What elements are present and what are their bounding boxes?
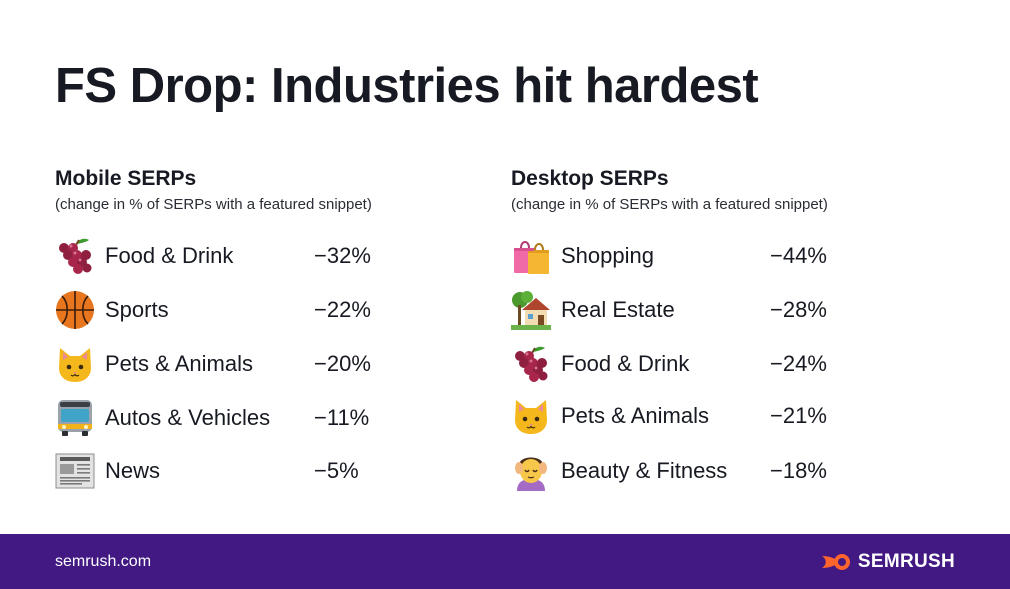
face-massage-icon xyxy=(511,451,551,491)
industry-label: Food & Drink xyxy=(105,243,234,268)
industry-label: Real Estate xyxy=(561,297,675,322)
industry-label: Shopping xyxy=(561,243,654,268)
cat-face-icon xyxy=(55,344,95,384)
industry-change-value: −32% xyxy=(314,243,371,268)
industry-label: Food & Drink xyxy=(561,351,690,376)
industry-change-value: −22% xyxy=(314,297,371,322)
industry-change-value: −21% xyxy=(770,403,827,428)
list-item: Pets & Animals −21% xyxy=(511,396,931,436)
industry-label: Autos & Vehicles xyxy=(105,405,271,430)
grapes-icon xyxy=(55,236,95,276)
house-with-garden-icon xyxy=(511,290,551,330)
industry-label: News xyxy=(105,458,161,483)
list-item: Pets & Animals −20% xyxy=(55,344,475,384)
cat-face-icon xyxy=(511,396,551,436)
desktop-serps-panel: Desktop SERPs (change in % of SERPs with… xyxy=(511,164,931,491)
industry-change-value: −28% xyxy=(770,297,827,322)
list-item: Food & Drink −24% xyxy=(511,344,931,384)
industry-change-value: −5% xyxy=(314,458,359,483)
list-item: Beauty & Fitness −18% xyxy=(511,451,931,491)
industry-change-value: −44% xyxy=(770,243,827,268)
list-item: Autos & Vehicles −11% xyxy=(55,398,475,438)
shopping-bags-icon xyxy=(511,236,551,276)
semrush-flame-icon xyxy=(821,554,850,570)
semrush-logo: SEMRUSH xyxy=(820,549,955,575)
industry-label: Pets & Animals xyxy=(561,403,709,428)
page-title: FS Drop: Industries hit hardest xyxy=(55,59,759,113)
footer-bar: semrush.com SEMRUSH xyxy=(0,534,1010,589)
semrush-wordmark: SEMRUSH xyxy=(857,551,955,572)
bus-icon xyxy=(55,398,95,438)
list-item: Shopping −44% xyxy=(511,236,931,276)
newspaper-icon xyxy=(55,451,95,491)
grapes-icon xyxy=(511,344,551,384)
desktop-serps-subheading: (change in % of SERPs with a featured sn… xyxy=(511,196,828,213)
list-item: Sports −22% xyxy=(55,290,475,330)
industry-change-value: −24% xyxy=(770,351,827,376)
mobile-serps-subheading: (change in % of SERPs with a featured sn… xyxy=(55,196,372,213)
industry-label: Beauty & Fitness xyxy=(561,458,728,483)
list-item: News −5% xyxy=(55,451,475,491)
footer-url-link[interactable]: semrush.com xyxy=(55,553,152,570)
industry-change-value: −18% xyxy=(770,458,827,483)
mobile-serps-panel: Mobile SERPs (change in % of SERPs with … xyxy=(55,164,475,489)
industry-label: Pets & Animals xyxy=(105,351,253,376)
industry-change-value: −20% xyxy=(314,351,371,376)
industry-label: Sports xyxy=(105,297,169,322)
list-item: Real Estate −28% xyxy=(511,290,931,330)
desktop-serps-heading: Desktop SERPs xyxy=(511,167,669,190)
mobile-serps-heading: Mobile SERPs xyxy=(55,167,197,190)
basketball-icon xyxy=(55,290,95,330)
list-item: Food & Drink −32% xyxy=(55,236,475,276)
industry-change-value: −11% xyxy=(314,405,370,430)
